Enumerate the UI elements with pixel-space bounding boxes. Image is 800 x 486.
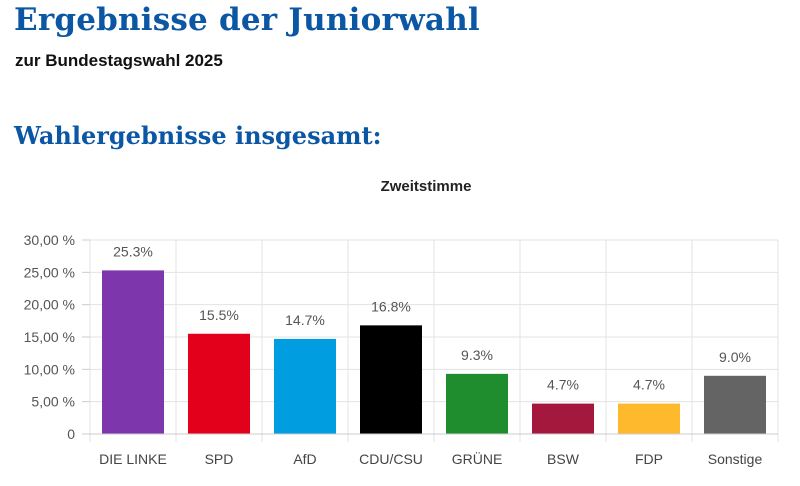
x-tick-label: CDU/CSU bbox=[359, 451, 423, 467]
x-tick-label: BSW bbox=[547, 451, 580, 467]
bar-bsw[interactable] bbox=[532, 403, 594, 434]
bar-value-label: 15.5% bbox=[199, 307, 239, 323]
bar-value-label: 25.3% bbox=[113, 243, 153, 259]
y-tick-label: 5,00 % bbox=[31, 394, 75, 410]
x-tick-label: FDP bbox=[635, 451, 663, 467]
page-subtitle: zur Bundestagswahl 2025 bbox=[15, 51, 223, 70]
bar-afd[interactable] bbox=[274, 338, 336, 434]
chart-axes: 0 5,00 % 10,00 % 15,00 % 20,00 % 25,00 % 30,00… bbox=[24, 232, 778, 467]
y-tick-label: 0 bbox=[67, 426, 75, 442]
bar-grüne[interactable] bbox=[446, 373, 508, 434]
bar-fdp[interactable] bbox=[618, 403, 680, 434]
section-title: Wahlergebnisse insgesamt: bbox=[14, 121, 382, 150]
bar-sonstige[interactable] bbox=[704, 375, 766, 434]
x-tick-label: GRÜNE bbox=[452, 450, 503, 467]
bar-chart: Zweitstimme 25.3% 15.5% 14.7% 16.8% 9.3% 4.7%… bbox=[24, 178, 779, 467]
bar-value-label: 14.7% bbox=[285, 312, 325, 328]
y-tick-label: 15,00 % bbox=[24, 329, 75, 345]
chart-title: Zweitstimme bbox=[381, 178, 472, 195]
x-tick-label: Sonstige bbox=[708, 451, 763, 467]
bar-value-label: 4.7% bbox=[633, 377, 665, 393]
bar-value-label: 4.7% bbox=[547, 377, 579, 393]
bar-value-label: 9.3% bbox=[461, 347, 493, 363]
bar-cdu-csu[interactable] bbox=[360, 325, 422, 434]
y-tick-label: 25,00 % bbox=[24, 264, 75, 280]
x-tick-label: SPD bbox=[205, 451, 234, 467]
bar-value-label: 9.0% bbox=[719, 349, 751, 365]
chart-container: Zweitstimme 25.3% 15.5% 14.7% 16.8% 9.3% 4.7%… bbox=[0, 170, 800, 486]
x-tick-label: DIE LINKE bbox=[99, 451, 167, 467]
bar-value-label: 16.8% bbox=[371, 298, 411, 314]
chart-data-labels: 25.3% 15.5% 14.7% 16.8% 9.3% 4.7% 4.7% 9.0% bbox=[113, 243, 751, 392]
bar-spd[interactable] bbox=[188, 333, 250, 434]
y-tick-label: 10,00 % bbox=[24, 361, 75, 377]
y-tick-label: 20,00 % bbox=[24, 297, 75, 313]
y-tick-label: 30,00 % bbox=[24, 232, 75, 248]
bar-die-linke[interactable] bbox=[102, 270, 164, 434]
page-title: Ergebnisse der Juniorwahl bbox=[14, 2, 480, 38]
chart-bars bbox=[102, 270, 766, 434]
x-tick-label: AfD bbox=[293, 451, 316, 467]
